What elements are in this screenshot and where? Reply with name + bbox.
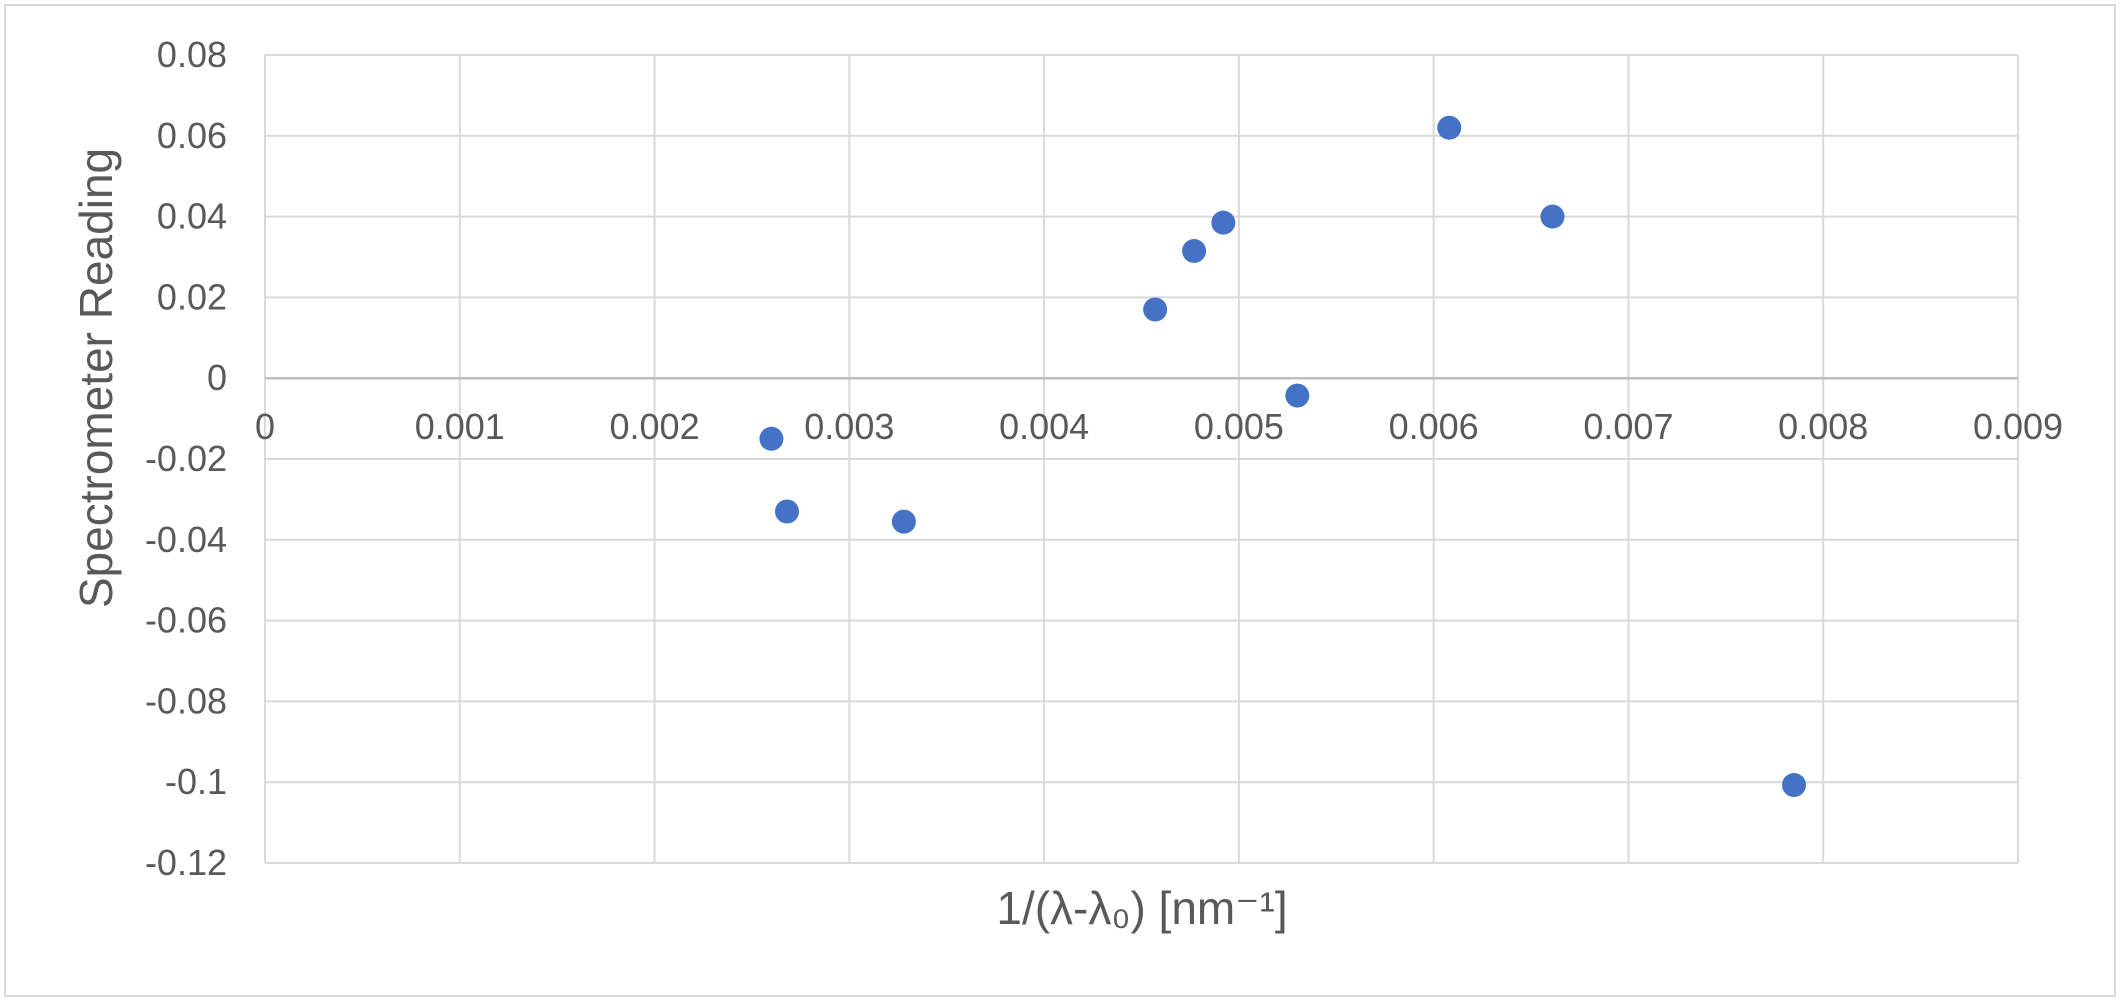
x-tick-label: 0.006: [1389, 406, 1479, 447]
y-tick-label: -0.04: [145, 519, 227, 560]
data-point: [1182, 238, 1207, 263]
y-tick-label: 0: [207, 357, 227, 398]
y-tick-label: -0.12: [145, 842, 227, 883]
data-points: [759, 115, 1807, 798]
x-axis-title: 1/(λ-λ₀) [nm⁻¹]: [996, 882, 1287, 934]
x-tick-label: 0.009: [1973, 406, 2063, 447]
y-tick-label: -0.06: [145, 600, 227, 641]
x-tick-label: 0.008: [1778, 406, 1868, 447]
y-tick-label: -0.08: [145, 680, 227, 721]
data-point: [1437, 115, 1462, 140]
data-point: [1143, 297, 1168, 322]
data-point: [1211, 210, 1236, 235]
y-tick-label: 0.04: [157, 196, 227, 237]
data-point: [1540, 204, 1565, 229]
y-tick-label: -0.1: [165, 761, 227, 802]
x-tick-label: 0.002: [610, 406, 700, 447]
gridlines: [264, 54, 2019, 864]
x-tick-label: 0.005: [1194, 406, 1284, 447]
data-point: [759, 426, 784, 451]
x-tick-label: 0: [255, 406, 275, 447]
x-tick-label: 0.001: [415, 406, 505, 447]
y-axis-title: Spectrometer Reading: [70, 148, 122, 608]
y-tick-label: 0.08: [157, 34, 227, 75]
chart-area: [4, 4, 2116, 997]
y-tick-label: 0.02: [157, 276, 227, 317]
data-point: [1285, 383, 1310, 408]
tick-labels: 0.08 0.06 0.04 0.02 0 -0.02 -0.04 -0.06 -0.08 -0.…: [145, 34, 2063, 883]
data-point: [891, 509, 916, 534]
data-point: [1782, 773, 1807, 798]
y-tick-label: 0.06: [157, 115, 227, 156]
y-tick-label: -0.02: [145, 438, 227, 479]
x-tick-label: 0.007: [1583, 406, 1673, 447]
x-tick-label: 0.003: [804, 406, 894, 447]
x-tick-label: 0.004: [999, 406, 1089, 447]
data-point: [775, 499, 800, 524]
